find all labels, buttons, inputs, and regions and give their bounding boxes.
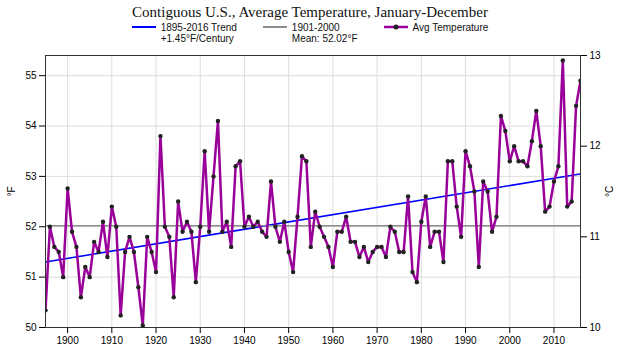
svg-text:53: 53 (25, 171, 37, 182)
svg-text:1900: 1900 (56, 335, 79, 346)
svg-text:1960: 1960 (322, 335, 345, 346)
svg-text:55: 55 (25, 70, 37, 81)
svg-text:10: 10 (590, 322, 602, 333)
svg-text:2000: 2000 (499, 335, 522, 346)
svg-text:1910: 1910 (101, 335, 124, 346)
svg-text:2010: 2010 (543, 335, 566, 346)
html-text:Avg Temperature: Avg Temperature (412, 22, 489, 33)
html-text:1901-2000 Mean: 52.02°F: 1901-2000 Mean: 52.02°F (291, 22, 358, 44)
svg-text:12: 12 (590, 140, 602, 151)
svg-text:1930: 1930 (189, 335, 212, 346)
svg-text:1940: 1940 (233, 335, 256, 346)
svg-text:13: 13 (590, 50, 602, 61)
svg-text:50: 50 (25, 322, 37, 333)
svg-text:1980: 1980 (410, 335, 433, 346)
svg-text:1990: 1990 (454, 335, 477, 346)
html-text:1895-2016 Trend +1.45°F/Centur: 1895-2016 Trend +1.45°F/Century (160, 22, 237, 44)
svg-text:°C: °C (604, 186, 615, 197)
html-text:Contiguous U.S., Average Tempe: Contiguous U.S., Average Temperature, Ja… (132, 4, 488, 20)
svg-text:1950: 1950 (278, 335, 301, 346)
svg-text:1970: 1970 (366, 335, 389, 346)
svg-text:1920: 1920 (145, 335, 168, 346)
svg-text:52: 52 (25, 221, 37, 232)
svg-text:51: 51 (25, 271, 37, 282)
svg-text:°F: °F (6, 186, 17, 196)
svg-text:54: 54 (25, 120, 37, 131)
svg-text:11: 11 (590, 231, 601, 242)
